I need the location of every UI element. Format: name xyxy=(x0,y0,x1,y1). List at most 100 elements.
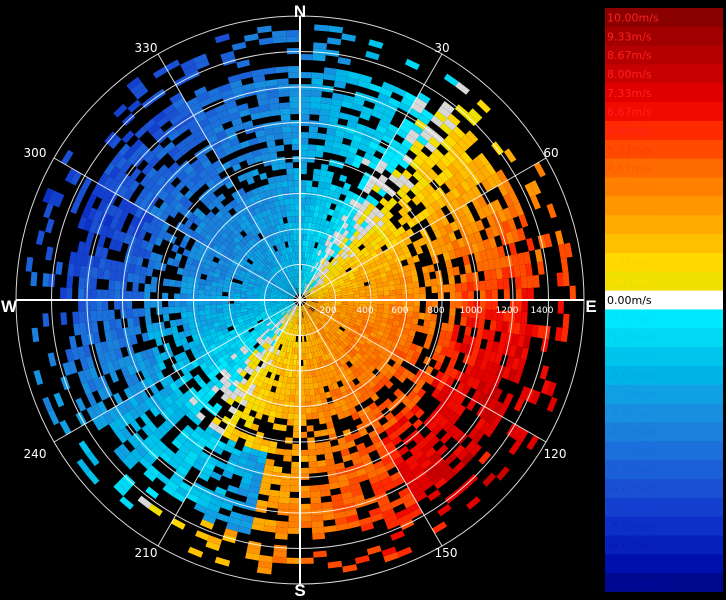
velocity-gate xyxy=(332,230,339,238)
velocity-gate xyxy=(163,231,172,242)
velocity-gate xyxy=(291,283,296,290)
velocity-gate xyxy=(397,225,406,235)
velocity-gate xyxy=(254,412,263,420)
velocity-gate xyxy=(313,168,321,176)
velocity-gate xyxy=(313,254,318,261)
velocity-gate xyxy=(323,182,332,190)
velocity-gate xyxy=(207,363,217,372)
velocity-gate xyxy=(143,249,152,260)
velocity-gate xyxy=(308,308,314,313)
velocity-gate xyxy=(370,342,378,349)
velocity-gate xyxy=(305,323,308,330)
velocity-gate xyxy=(392,229,401,238)
velocity-gate xyxy=(393,388,403,398)
velocity-gate xyxy=(272,308,279,313)
velocity-gate xyxy=(181,317,189,325)
velocity-gate xyxy=(366,356,375,365)
velocity-gate xyxy=(255,129,266,138)
velocity-gate xyxy=(343,317,351,322)
velocity-gate xyxy=(281,382,287,389)
velocity-gate xyxy=(304,389,310,396)
velocity-gate xyxy=(331,98,343,107)
velocity-gate xyxy=(385,323,393,330)
velocity-gate xyxy=(316,289,322,293)
velocity-gate xyxy=(224,528,238,538)
velocity-gate xyxy=(206,318,214,325)
velocity-gate xyxy=(325,280,332,285)
velocity-gate xyxy=(82,344,92,358)
velocity-gate xyxy=(324,372,331,380)
velocity-gate xyxy=(416,378,426,389)
velocity-gate xyxy=(220,501,234,512)
velocity-gate xyxy=(355,240,363,248)
velocity-gate xyxy=(381,81,396,92)
velocity-gate xyxy=(130,448,143,462)
velocity-gate xyxy=(526,275,534,289)
velocity-gate xyxy=(45,218,55,234)
velocity-gate xyxy=(421,198,432,209)
velocity-gate xyxy=(235,312,242,318)
velocity-gate xyxy=(467,300,474,310)
velocity-gate xyxy=(383,308,390,315)
velocity-gate xyxy=(334,217,341,226)
velocity-gate xyxy=(294,347,298,354)
velocity-gate xyxy=(360,345,368,353)
velocity-gate xyxy=(409,343,418,352)
velocity-gate xyxy=(325,365,332,373)
velocity-gate xyxy=(275,342,281,350)
velocity-gate xyxy=(465,272,473,283)
velocity-gate xyxy=(201,159,212,169)
velocity-gate xyxy=(138,308,145,317)
velocity-gate xyxy=(222,342,230,349)
velocity-gate xyxy=(174,280,182,288)
velocity-gate xyxy=(253,324,260,330)
velocity-gate xyxy=(329,408,338,416)
velocity-gate xyxy=(355,468,367,477)
velocity-gate xyxy=(408,107,421,119)
velocity-gate xyxy=(479,250,488,262)
velocity-gate xyxy=(412,240,421,249)
velocity-gate xyxy=(329,275,336,281)
velocity-gate xyxy=(275,244,281,251)
velocity-gate xyxy=(344,314,352,320)
velocity-gate xyxy=(180,366,190,376)
velocity-gate xyxy=(82,242,92,256)
velocity-gate xyxy=(449,307,456,317)
velocity-gate xyxy=(291,335,295,342)
velocity-gate xyxy=(283,449,293,456)
velocity-gate xyxy=(333,311,340,316)
velocity-gate xyxy=(305,240,310,247)
velocity-gate xyxy=(263,335,270,342)
velocity-gate xyxy=(272,286,279,291)
velocity-gate xyxy=(145,241,155,252)
velocity-gate xyxy=(532,274,540,288)
velocity-gate xyxy=(332,244,339,252)
velocity-gate xyxy=(164,395,175,406)
velocity-gate xyxy=(253,155,263,163)
velocity-gate xyxy=(368,275,376,282)
velocity-gate xyxy=(287,527,300,534)
velocity-gate xyxy=(391,168,402,179)
velocity-gate xyxy=(194,164,205,175)
velocity-gate xyxy=(389,471,402,482)
velocity-gate xyxy=(304,303,310,308)
velocity-gate xyxy=(197,154,209,165)
velocity-gate xyxy=(289,302,295,306)
velocity-gate xyxy=(276,520,289,528)
velocity-gate xyxy=(389,295,396,300)
velocity-gate xyxy=(353,302,360,307)
velocity-gate xyxy=(111,359,121,371)
velocity-gate xyxy=(343,264,351,271)
velocity-gate xyxy=(270,477,282,485)
velocity-gate xyxy=(267,283,274,288)
velocity-gate xyxy=(119,210,129,222)
velocity-gate xyxy=(370,435,381,445)
velocity-gate xyxy=(312,217,318,224)
velocity-gate xyxy=(258,321,265,327)
velocity-gate xyxy=(242,314,249,319)
velocity-gate xyxy=(276,301,283,304)
velocity-gate xyxy=(197,435,209,446)
velocity-gate xyxy=(345,312,353,317)
velocity-gate xyxy=(419,286,426,294)
velocity-gate xyxy=(287,328,291,335)
